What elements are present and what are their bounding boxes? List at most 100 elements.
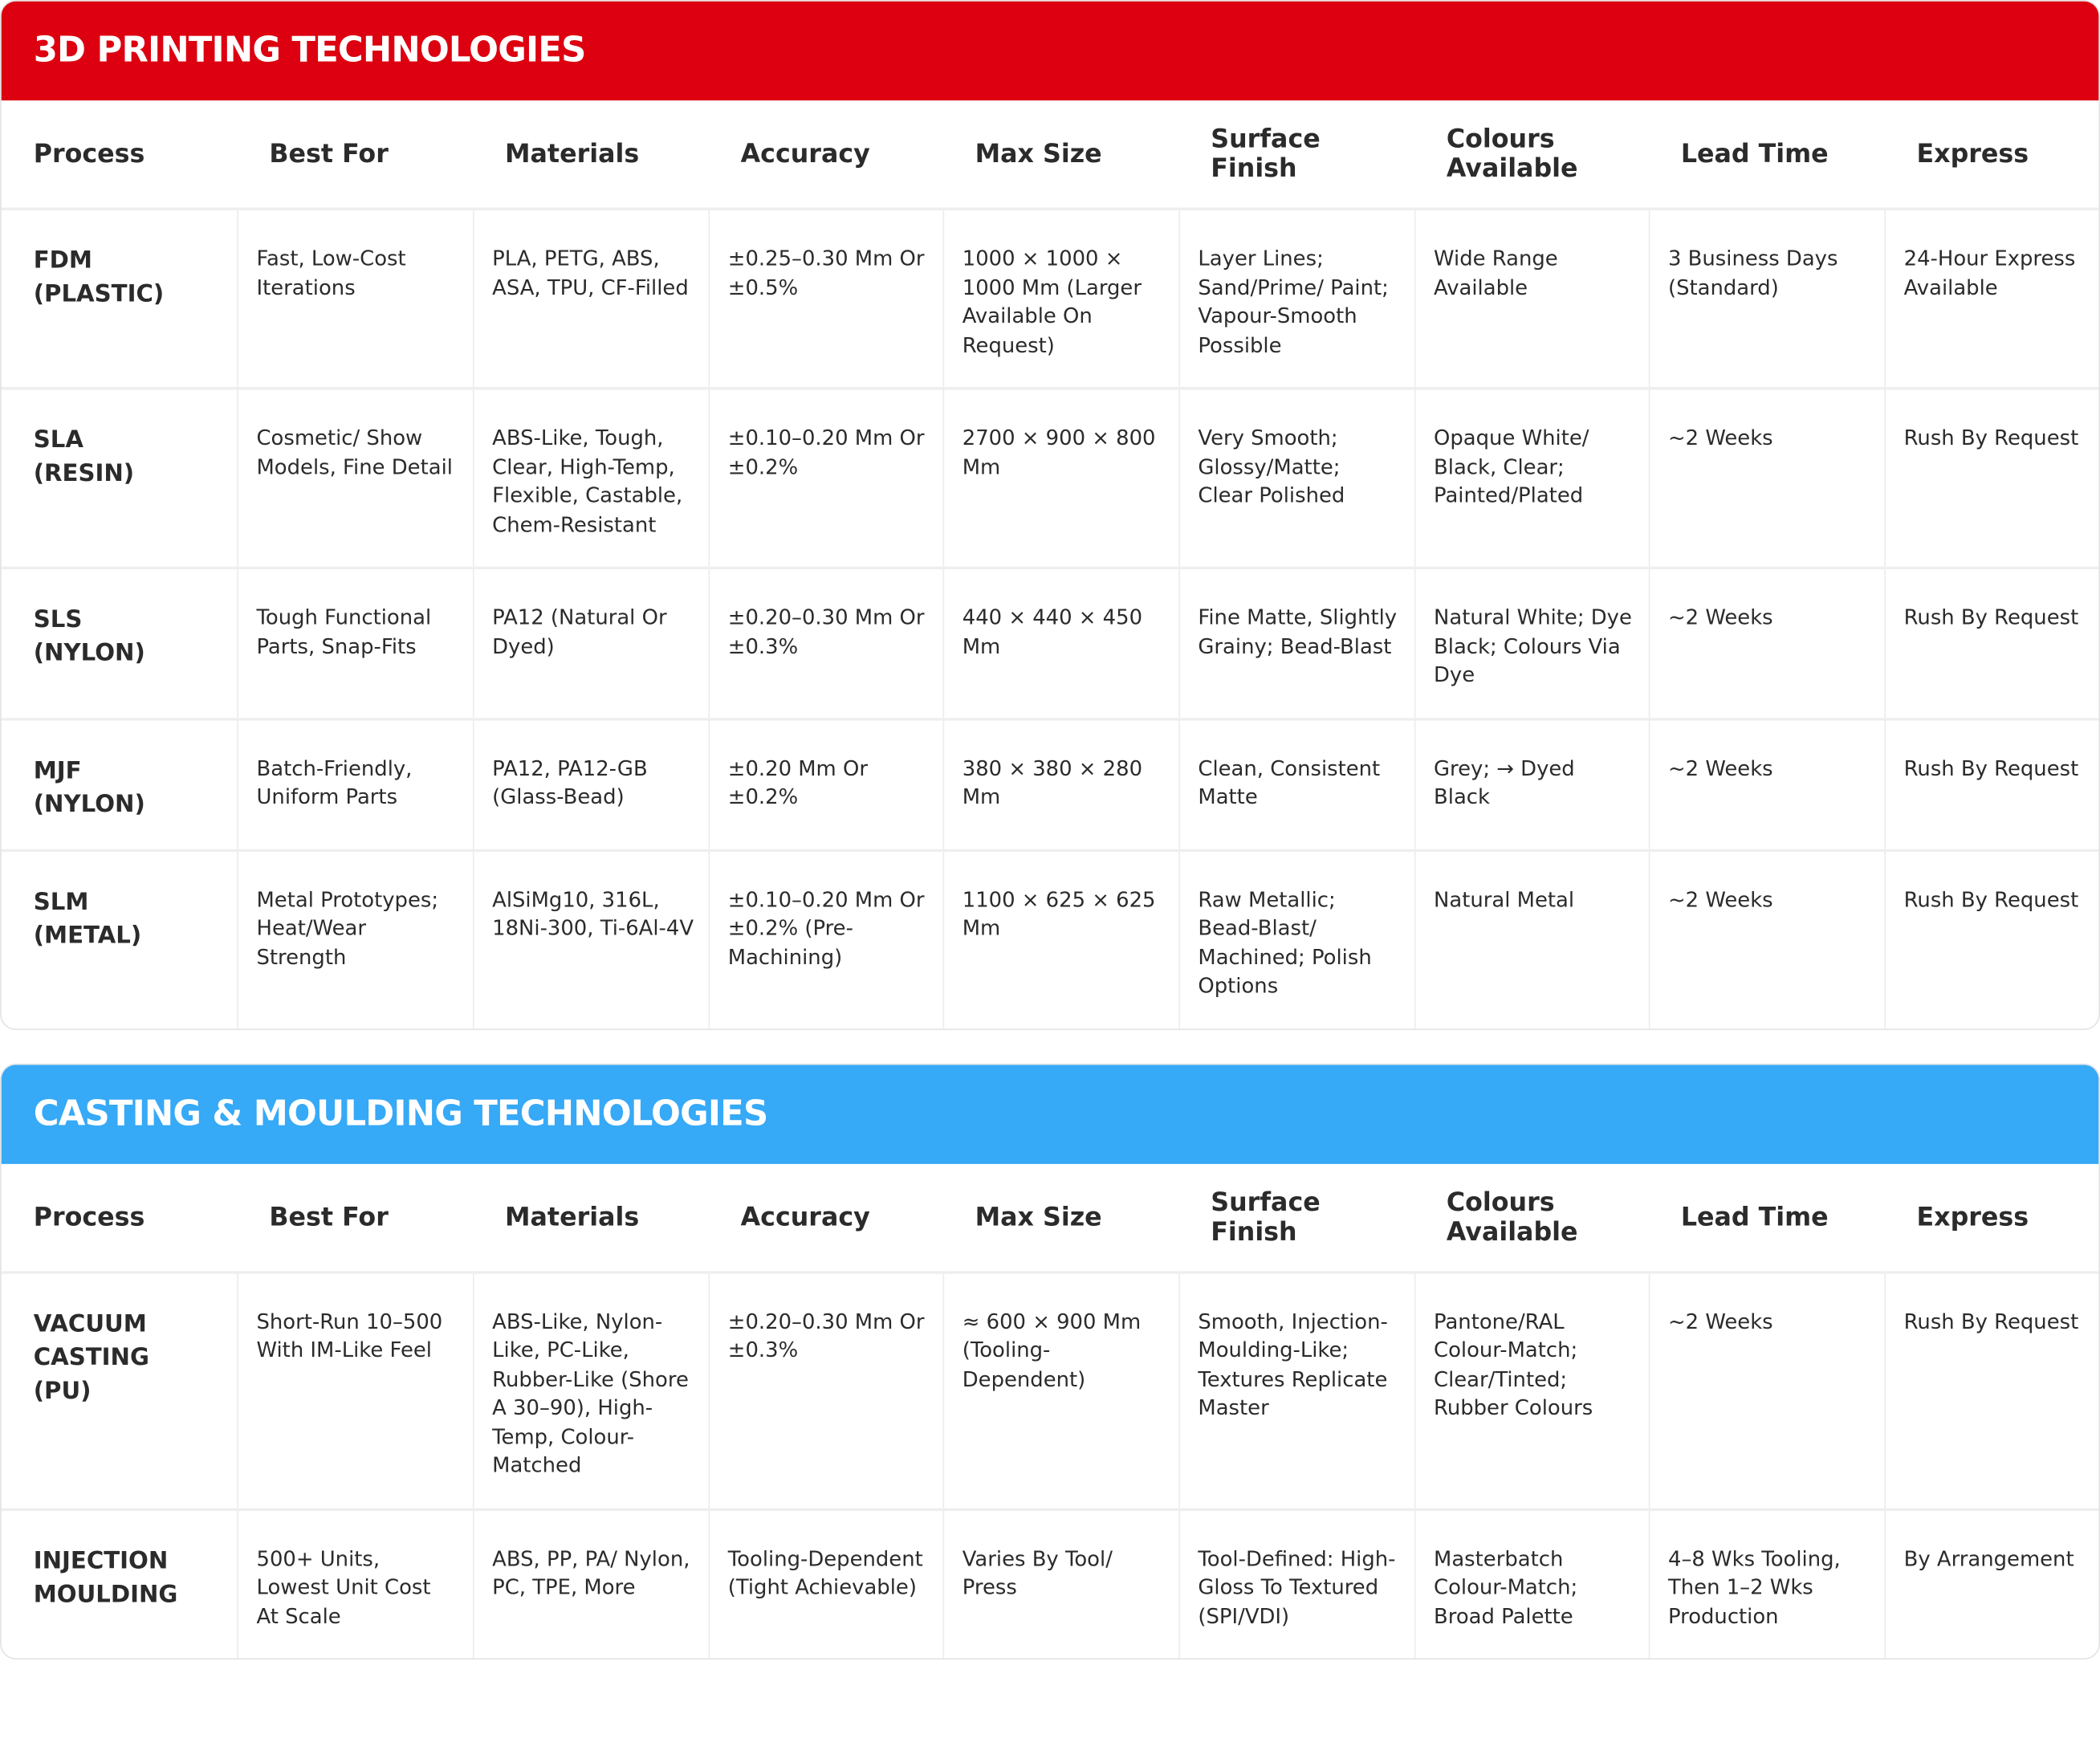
column-header: Process (1, 100, 238, 210)
table-card: 3D PRINTING TECHNOLOGIES Process Best For M… (0, 0, 2100, 1030)
table-cell: ≈ 600 × 900 Mm (Tooling-Dependent) (942, 1272, 1180, 1511)
header-text: Colours Available (1446, 1187, 1578, 1247)
table-cell: Pantone/RAL Colour-Match; Clear/Tinted; … (1414, 1272, 1650, 1511)
column-header: Materials (472, 100, 709, 210)
table-cell: By Arrangement (1903, 1546, 2074, 1571)
table-cell: Fine Matte, Slightly Grainy; Bead-Blast (1178, 568, 1415, 720)
table-cell: ±0.20–0.30 Mm Or ±0.3% (708, 1272, 944, 1511)
table-cell: PA12 (Natural Or Dyed) (472, 568, 710, 720)
header-text: Express (1916, 139, 2029, 169)
header-text: Accuracy (740, 1202, 870, 1232)
column-header: Colours Available (1414, 1163, 1649, 1273)
process-cell: SLM (METAL) (1, 849, 238, 1028)
column-header: Max Size (942, 1163, 1179, 1273)
process-name: SLS (NYLON) (33, 606, 145, 667)
column-header: Materials (472, 1163, 709, 1273)
table-cell: Tooling-Dependent (Tight Achievable) (708, 1509, 944, 1659)
table-row: FDM (PLASTIC) Fast, Low-Cost Iterations PL… (1, 209, 2099, 390)
column-header: Best For (237, 100, 473, 210)
process-cell: SLS (NYLON) (1, 568, 238, 720)
header-text: Express (1916, 1202, 2029, 1232)
table-row: MJF (NYLON) Batch-Friendly, Uniform Parts… (1, 719, 2099, 852)
process-name: SLA (RESIN) (33, 427, 135, 488)
table-cell: Batch-Friendly, Uniform Parts (237, 719, 474, 852)
table-cell: 440 × 440 × 450 Mm (942, 568, 1180, 720)
header-text: Best For (269, 139, 389, 169)
process-cell: FDM (PLASTIC) (1, 209, 238, 390)
header-text: Lead Time (1680, 1202, 1829, 1232)
table-cell: 4–8 Wks Tooling, Then 1–2 Wks Production (1648, 1509, 1886, 1659)
table-row: SLM (METAL) Metal Prototypes; Heat/Wear S… (1, 849, 2099, 1028)
table-cell: 1000 × 1000 × 1000 Mm (Larger Available … (942, 209, 1180, 390)
column-header: Colours Available (1414, 100, 1649, 210)
column-header: Process (1, 1163, 238, 1273)
table-cell: ±0.20 Mm Or ±0.2% (708, 719, 944, 852)
table-cell: ~2 Weeks (1648, 849, 1886, 1028)
table-row: INJECTION MOULDING 500+ Units, Lowest Uni… (1, 1509, 2099, 1659)
table-cell: ABS, PP, PA/ Nylon, PC, TPE, More (472, 1509, 710, 1659)
spec-table: Process Best For Materials Accuracy Max Size… (1, 1163, 2099, 1659)
table-cell: 2700 × 900 × 800 Mm (942, 388, 1180, 570)
table-cell: ±0.10–0.20 Mm Or ±0.2% (708, 388, 944, 570)
spec-table: Process Best For Materials Accuracy Max Size… (1, 100, 2099, 1028)
table-cell: Cosmetic/ Show Models, Fine Detail (237, 388, 474, 570)
table-cell: Natural White; Dye Black; Colours Via Dy… (1414, 568, 1650, 720)
table-cell: Very Smooth; Glossy/Matte; Clear Polishe… (1178, 388, 1415, 570)
table-cell: Masterbatch Colour-Match; Broad Palette (1414, 1509, 1650, 1659)
column-header: Best For (237, 1163, 473, 1273)
table-cell: Tough Functional Parts, Snap-Fits (237, 568, 474, 720)
column-header: Accuracy (708, 1163, 943, 1273)
header-text: Lead Time (1680, 139, 1829, 169)
table-cell: Rush By Request (1884, 568, 2099, 720)
table-cell: Grey; → Dyed Black (1414, 719, 1650, 852)
table-cell: ~2 Weeks (1648, 719, 1886, 852)
header-text: Accuracy (740, 139, 870, 169)
table-cell: PA12, PA12-GB (Glass-Bead) (472, 719, 710, 852)
column-header: Lead Time (1648, 1163, 1885, 1273)
header-text: Materials (504, 1202, 640, 1232)
process-cell: VACUUM CASTING (PU) (1, 1272, 238, 1511)
table-cell: ±0.10–0.20 Mm Or ±0.2% (Pre-Machining) (708, 849, 944, 1028)
table-cell: Natural Metal (1414, 849, 1650, 1028)
table-cell: Short-Run 10–500 With IM-Like Feel (237, 1272, 474, 1511)
table-cell: ±0.25–0.30 Mm Or ±0.5% (708, 209, 944, 390)
header-text: Max Size (975, 1202, 1102, 1232)
table-cell: 380 × 380 × 280 Mm (942, 719, 1180, 852)
table-cell: Raw Metallic; Bead-Blast/ Machined; Poli… (1178, 849, 1415, 1028)
process-cell: SLA (RESIN) (1, 388, 238, 570)
table-row: VACUUM CASTING (PU) Short-Run 10–500 With… (1, 1272, 2099, 1511)
table-cell: Opaque White/ Black, Clear; Painted/Plat… (1414, 388, 1650, 570)
table-cell: ~2 Weeks (1648, 388, 1886, 570)
table-cell: Tool-Defined: High-Gloss To Textured (SP… (1178, 1509, 1415, 1659)
table-cell: Smooth, Injection-Moulding-Like; Texture… (1178, 1272, 1415, 1511)
table-row: SLA (RESIN) Cosmetic/ Show Models, Fine D… (1, 388, 2099, 570)
section-title: CASTING & MOULDING TECHNOLOGIES (1, 1064, 2099, 1164)
table-cell: 3 Business Days (Standard) (1648, 209, 1886, 390)
table-cell: Rush By Request (1884, 719, 2099, 852)
header-text: Max Size (975, 139, 1102, 169)
process-name: VACUUM CASTING (PU) (33, 1310, 149, 1405)
column-header: Accuracy (708, 100, 943, 210)
column-header: Express (1884, 100, 2099, 210)
section-title: 3D PRINTING TECHNOLOGIES (1, 1, 2099, 101)
table-cell: ABS-Like, Nylon-Like, PC-Like, Rubber-Li… (472, 1272, 710, 1511)
process-cell: INJECTION MOULDING (1, 1509, 238, 1659)
process-name: FDM (PLASTIC) (33, 247, 165, 308)
table-cell: Metal Prototypes; Heat/Wear Strength (237, 849, 474, 1028)
table-card: CASTING & MOULDING TECHNOLOGIES Process Be… (0, 1062, 2100, 1660)
header-text: Surface Finish (1211, 1187, 1321, 1247)
header-text: Materials (504, 139, 640, 169)
table-cell: Rush By Request (1884, 388, 2099, 570)
header-row: Process Best For Materials Accuracy Max Size… (1, 100, 2099, 210)
header-text: Surface Finish (1211, 124, 1321, 184)
table-cell: Varies By Tool/ Press (942, 1509, 1180, 1659)
table-cell: 500+ Units, Lowest Unit Cost At Scale (237, 1509, 474, 1659)
table-cell: AlSiMg10, 316L, 18Ni-300, Ti-6Al-4V (472, 849, 710, 1028)
column-header: Lead Time (1648, 100, 1885, 210)
table-cell: ~2 Weeks (1648, 1272, 1886, 1511)
column-header: Express (1884, 1163, 2099, 1273)
table-cell: ±0.20–0.30 Mm Or ±0.3% (708, 568, 944, 720)
table-cell: Rush By Request (1884, 1272, 2099, 1511)
process-name: SLM (METAL) (33, 888, 142, 950)
table-cell: ABS-Like, Tough, Clear, High-Temp, Flexi… (472, 388, 710, 570)
